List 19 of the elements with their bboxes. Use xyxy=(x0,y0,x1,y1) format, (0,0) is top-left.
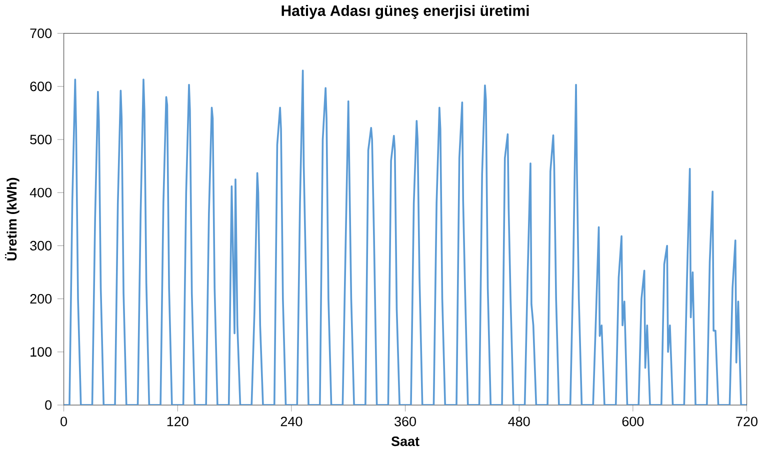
chart-title: Hatiya Adası güneş enerjisi üretimi xyxy=(282,4,529,19)
y-tick-label: 400 xyxy=(30,188,52,198)
x-tick-label: 0 xyxy=(60,416,68,426)
x-tick-label: 600 xyxy=(622,416,644,426)
y-axis-title: Üretim (kWh) xyxy=(4,178,20,260)
y-tick-label: 500 xyxy=(30,134,52,144)
y-tick-label: 600 xyxy=(30,82,52,92)
x-tick-label: 240 xyxy=(280,416,302,426)
y-tick-label: 700 xyxy=(30,28,52,38)
x-tick-label: 480 xyxy=(508,416,530,426)
x-tick-label: 120 xyxy=(167,416,188,426)
x-axis-title: Saat xyxy=(391,436,420,446)
y-tick-label: 200 xyxy=(30,294,52,304)
x-tick-label: 360 xyxy=(394,416,416,426)
x-tick-label: 720 xyxy=(736,416,758,426)
y-tick-label: 100 xyxy=(30,347,52,357)
y-tick-label: 300 xyxy=(30,240,52,250)
y-tick-label: 0 xyxy=(45,400,52,410)
line-series xyxy=(64,70,747,405)
